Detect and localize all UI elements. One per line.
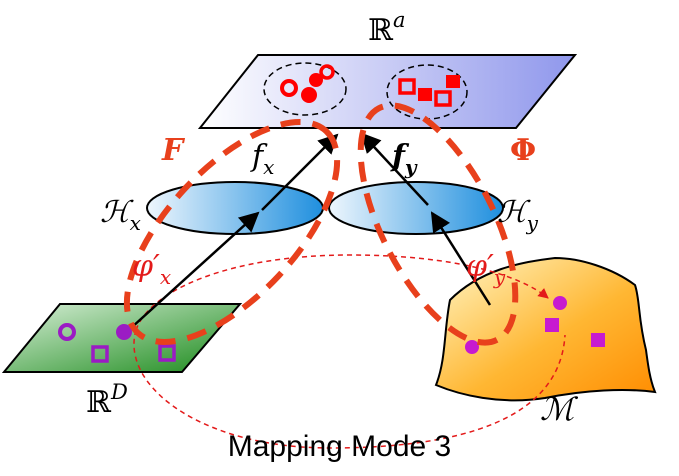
mapping-path-lower bbox=[133, 329, 566, 449]
map-f-x-label: fx bbox=[250, 139, 274, 179]
map-Phi-label: Φ bbox=[510, 133, 536, 168]
hilbert-y-label: ℋy bbox=[497, 195, 539, 235]
arrow-f-y bbox=[360, 132, 429, 206]
cluster-circles-outline bbox=[263, 62, 347, 116]
latent-space-label: ℝa bbox=[368, 8, 405, 48]
input-square-marker bbox=[158, 344, 176, 362]
latent-circle-marker bbox=[301, 87, 317, 103]
manifold-surface bbox=[434, 256, 657, 402]
hilbert-x-label: ℋx bbox=[100, 195, 141, 235]
manifold-circle-marker bbox=[465, 340, 479, 354]
arrow-phi-y bbox=[430, 211, 492, 306]
latent-square-marker bbox=[446, 75, 460, 88]
input-square-marker bbox=[91, 345, 109, 363]
latent-circle-marker bbox=[309, 73, 323, 87]
map-phi-y-label: φ′y bbox=[466, 249, 506, 289]
latent-plane bbox=[197, 54, 578, 129]
map-phi-x-label: φ′x bbox=[132, 249, 171, 289]
manifold-square-marker bbox=[545, 318, 559, 332]
arrow-f-x bbox=[261, 133, 339, 211]
latent-square-marker bbox=[418, 88, 432, 101]
map-f-y-label: fy bbox=[390, 139, 418, 179]
manifold-label: ℳ bbox=[540, 390, 579, 428]
latent-circle-marker bbox=[319, 64, 335, 80]
arrow-phi-x bbox=[130, 211, 260, 329]
map-F-label: F bbox=[161, 133, 186, 168]
input-plane-x bbox=[1, 303, 243, 373]
hilbert-space-y bbox=[328, 181, 504, 235]
diagram-caption: Mapping Mode 3 bbox=[227, 430, 452, 463]
composite-map-F-outline bbox=[123, 119, 341, 345]
input-circle-marker bbox=[116, 324, 132, 340]
composite-map-Phi-outline bbox=[357, 102, 519, 346]
latent-square-marker bbox=[398, 78, 416, 95]
manifold-square-marker bbox=[591, 333, 605, 347]
latent-square-marker bbox=[434, 90, 452, 107]
hilbert-space-x bbox=[146, 181, 324, 235]
input-circle-marker bbox=[58, 323, 76, 341]
latent-circle-marker bbox=[280, 79, 298, 97]
input-space-label: ℝD bbox=[86, 380, 128, 420]
manifold-circle-marker bbox=[553, 296, 567, 310]
